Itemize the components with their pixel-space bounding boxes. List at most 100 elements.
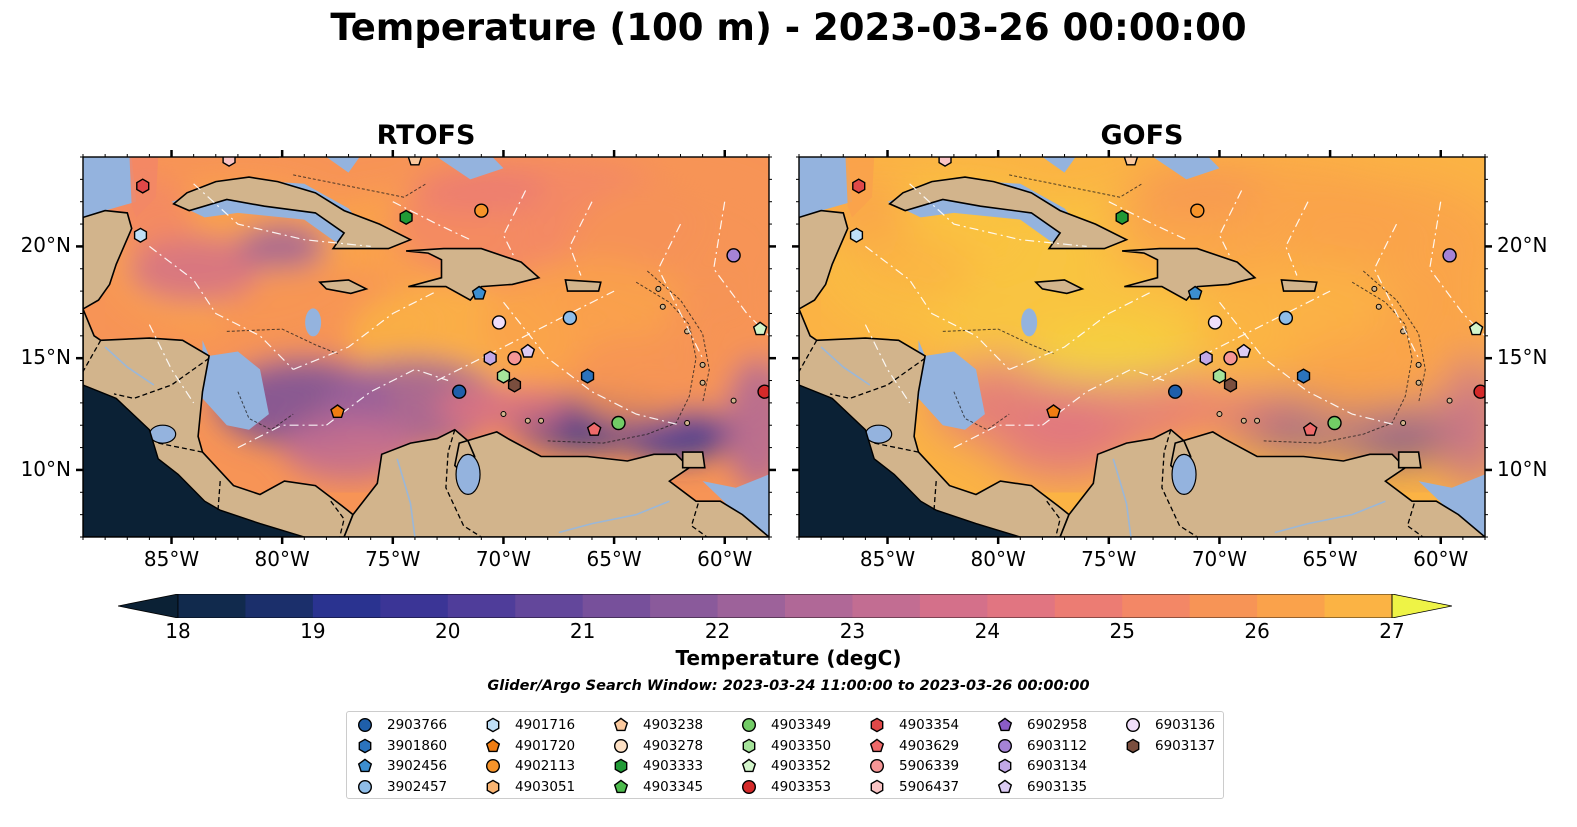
colorbar-tick-label: 23: [839, 619, 866, 643]
legend-label: 2903766: [387, 717, 448, 733]
colorbar-tick-label: 27: [1379, 619, 1405, 643]
circle-marker-icon: [357, 779, 373, 794]
legend-label: 3902457: [387, 778, 448, 795]
legend-entry: 3901860: [355, 736, 447, 756]
colorbar-tick-label: 20: [435, 619, 461, 643]
x-tick-label: 85°W: [143, 547, 200, 571]
legend-entry: 4903349: [739, 715, 831, 735]
colorbar-segment: [919, 594, 988, 618]
float-marker-6903137: [1223, 377, 1238, 393]
float-marker-6903112: [726, 248, 741, 263]
float-marker-6903135: [1236, 343, 1252, 358]
colorbar-label: Temperature (degC): [675, 646, 902, 670]
legend-entry: 6903136: [1123, 715, 1215, 735]
float-marker-3902456: [471, 285, 487, 300]
float-marker-4903333: [1115, 209, 1129, 226]
circle-marker-icon: [997, 738, 1013, 753]
circle-marker-icon: [485, 758, 501, 774]
float-marker-4901716: [133, 227, 148, 243]
x-tick-label: 65°W: [586, 547, 642, 571]
legend-entry: 5906437: [867, 777, 959, 797]
legend-entry: 4903350: [739, 736, 831, 756]
colorbar-segment: [582, 594, 651, 618]
legend-entry: 4903278: [611, 736, 703, 756]
float-marker-4903352: [752, 321, 768, 336]
pentagon-marker-icon: [485, 738, 501, 752]
float-marker-5906437: [222, 157, 236, 167]
colorbar-segment: [245, 594, 314, 618]
legend-entry: 6903112: [995, 736, 1087, 756]
y-tick-label-right: 10°N: [1497, 456, 1548, 481]
colorbar-segment: [717, 594, 786, 618]
legend-label: 6903135: [1027, 778, 1088, 795]
float-marker-4903353: [1473, 384, 1485, 399]
float-marker-5906339: [1223, 350, 1238, 366]
legend-label: 4903353: [771, 778, 832, 795]
hexagon-marker-icon: [486, 779, 500, 794]
legend-entry: 4901720: [483, 736, 575, 756]
y-tick-label-right: 15°N: [1497, 345, 1548, 370]
float-marker-4903349: [1327, 415, 1342, 431]
search-window-caption: Glider/Argo Search Window: 2023-03-24 11…: [487, 678, 1090, 694]
panel-title-gofs: GOFS: [1100, 120, 1184, 151]
legend-entry: 3902457: [355, 777, 447, 797]
float-marker-6903137: [507, 377, 522, 393]
float-marker-5906339: [507, 350, 522, 366]
hexagon-marker-icon: [998, 758, 1012, 774]
legend-entry: 3902456: [355, 756, 447, 776]
x-tick-label: 60°W: [1413, 547, 1469, 571]
colorbar-ticks: 18 19 20 21 22 23 24 25 26 27: [0, 619, 1577, 645]
figure-title: Temperature (100 m) - 2023-03-26 00:00:0…: [330, 6, 1247, 49]
float-marker-4903629: [586, 422, 602, 436]
legend-label: 4903354: [899, 717, 960, 733]
colorbar-segment: [785, 594, 854, 618]
legend-entry: 4903238: [611, 715, 703, 735]
float-marker-2903766: [1167, 384, 1183, 399]
x-tick-label: 80°W: [970, 547, 1026, 571]
y-tick-label-right: 20°N: [1497, 233, 1548, 258]
legend-label: 4903349: [771, 717, 832, 733]
colorbar-tick-label: 26: [1244, 619, 1270, 643]
hexagon-marker-icon: [486, 717, 500, 733]
legend-entry: 6902958: [995, 715, 1087, 735]
circle-marker-icon: [869, 758, 885, 774]
colorbar-tick-label: 22: [704, 619, 731, 643]
float-marker-4903353: [757, 384, 769, 399]
colorbar-segment: [852, 594, 921, 618]
legend-label: 4903345: [643, 778, 704, 795]
x-tick-label: 70°W: [475, 547, 532, 571]
legend-label: 4903051: [515, 778, 576, 795]
colorbar-segment: [1257, 594, 1326, 618]
y-tick-label-left: 15°N: [20, 345, 71, 370]
colorbar-segment: [447, 594, 516, 618]
colorbar-segment: [312, 594, 381, 618]
legend-label: 4903238: [643, 717, 704, 733]
hexagon-marker-icon: [870, 779, 884, 794]
legend-entry: 4903629: [867, 736, 959, 756]
pentagon-marker-icon: [357, 758, 373, 773]
float-marker-4903352: [1468, 321, 1484, 336]
legend-label: 6902958: [1027, 717, 1088, 733]
colorbar-tick-label: 25: [1109, 619, 1135, 643]
float-marker-4903350: [1212, 368, 1227, 384]
legend-label: 5906437: [899, 778, 960, 795]
legend-label: 3901860: [387, 737, 448, 754]
x-tick-label: 75°W: [1081, 547, 1137, 571]
y-tick-label-left: 10°N: [20, 456, 71, 481]
pentagon-marker-icon: [613, 717, 629, 732]
legend-entry: 4901716: [483, 715, 575, 735]
colorbar: [118, 594, 1452, 618]
float-marker-4903350: [496, 368, 511, 384]
circle-marker-icon: [613, 738, 629, 753]
hexagon-marker-icon: [1126, 738, 1140, 753]
colorbar-segment: [380, 594, 449, 618]
float-marker-2903766: [451, 384, 467, 399]
map-panels: [76, 150, 1492, 544]
float-marker-6903136: [491, 315, 507, 330]
x-tick-label: 85°W: [859, 547, 916, 571]
legend-label: 6903136: [1155, 717, 1216, 733]
colorbar-segment: [650, 594, 719, 618]
float-marker-6903112: [1442, 248, 1457, 263]
panel-title-rtofs: RTOFS: [376, 120, 476, 151]
x-tick-label: 70°W: [1191, 547, 1248, 571]
